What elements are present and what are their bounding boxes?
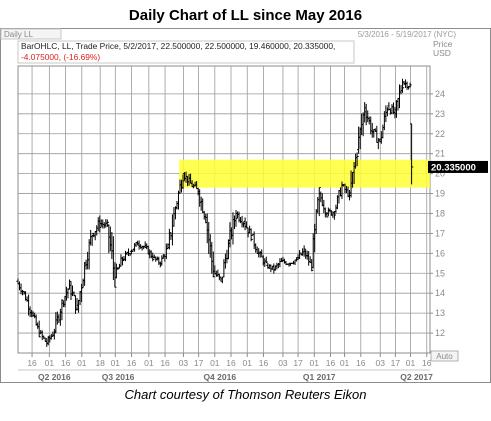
time-tick-label: 16	[27, 358, 37, 368]
plot-area[interactable]	[16, 65, 431, 354]
time-tick-label: 16	[259, 358, 269, 368]
last-price-tag	[428, 160, 488, 173]
time-tick-label: 01	[210, 358, 220, 368]
plot-background	[17, 65, 431, 354]
time-tick-label: 17	[194, 358, 204, 368]
ohlc-bar	[234, 209, 238, 227]
currency-label: USD	[433, 48, 451, 58]
price-tick-label: 16	[435, 248, 445, 258]
price-axis[interactable]: 12 13 14 15 16 17 18 19 20 21 22 23 24 20.335000	[428, 89, 488, 338]
chart-credit: Chart courtesy of Thomson Reuters Eikon	[124, 387, 367, 402]
ohlc-bar	[211, 251, 215, 278]
ohlc-bar	[249, 228, 253, 242]
time-tick-label: 03	[278, 358, 288, 368]
quarter-label: Q4 2016	[203, 372, 236, 382]
ohlc-bar	[37, 320, 41, 338]
quarter-label: Q3 2016	[102, 372, 135, 382]
price-tick-label: 17	[435, 228, 445, 238]
time-tick-label: 01	[340, 358, 350, 368]
time-tick-label: 01	[310, 358, 320, 368]
price-tick-label: 24	[435, 89, 445, 99]
time-tick-label: 01	[406, 358, 416, 368]
time-tick-label: 03	[376, 358, 386, 368]
price-chart: Daily LL 5/3/2016 - 5/19/2017 (NYC) BarO…	[0, 28, 491, 383]
ohlc-bar	[310, 259, 314, 272]
time-tick-label: 03	[179, 358, 189, 368]
time-tick-label: 16	[422, 358, 432, 368]
ohlc-bar	[408, 82, 412, 88]
price-tick-label: 18	[435, 208, 445, 218]
chart-title: Daily Chart of LL since May 2016	[128, 7, 363, 24]
time-tick-label: 16	[356, 358, 366, 368]
price-tick-label: 20	[435, 169, 445, 179]
ohlc-bar	[332, 211, 337, 220]
legend-main: BarOHLC, LL, Trade Price, 5/2/2017, 22.5…	[21, 41, 335, 51]
resistance-highlight-zone	[179, 159, 430, 188]
price-tick-label: 13	[435, 308, 445, 318]
price-tick-label: 19	[435, 189, 445, 199]
time-tick-label: 17	[391, 358, 401, 368]
time-axis[interactable]: 16 01 16 01 18 01 16 01 16 03 17 01 16 01 16 03 17 01 16 01…	[18, 353, 433, 382]
time-tick-label: 01	[111, 358, 121, 368]
quarter-label: Q2 2017	[400, 372, 433, 382]
quarter-label: Q1 2017	[303, 372, 336, 382]
price-tick-label: 23	[435, 109, 445, 119]
quarter-label: Q2 2016	[38, 372, 71, 382]
legend-box	[17, 40, 355, 64]
price-header: Price	[433, 39, 453, 49]
legend-change: -4.075000, (-16.69%)	[21, 52, 100, 62]
price-tick-label: 14	[435, 288, 445, 298]
ohlc-bar	[264, 256, 268, 264]
auto-scale-button[interactable]	[430, 350, 459, 362]
ohlc-bar	[113, 262, 117, 288]
time-tick-label: 16	[226, 358, 236, 368]
time-tick-label: 18	[95, 358, 105, 368]
price-tick-label: 15	[435, 268, 445, 278]
time-tick-label: 16	[127, 358, 137, 368]
ohlc-bar	[317, 187, 321, 217]
time-tick-label: 16	[160, 358, 170, 368]
time-tick-label: 01	[144, 358, 154, 368]
ohlc-bar	[355, 152, 359, 167]
panel-tab[interactable]	[0, 28, 62, 40]
panel-tab-label: Daily LL	[4, 30, 33, 39]
ohlc-bar	[410, 123, 414, 185]
last-price-label: 20.335000	[431, 162, 476, 173]
price-tick-label: 22	[435, 129, 445, 139]
ohlc-bar	[400, 78, 405, 93]
ohlc-bar	[181, 174, 185, 189]
time-tick-label: 16	[61, 358, 71, 368]
time-tick-label: 01	[243, 358, 253, 368]
time-tick-label: 01	[77, 358, 87, 368]
time-tick-label: 16	[326, 358, 336, 368]
ohlc-bar	[325, 211, 329, 218]
price-tick-label: 12	[435, 328, 445, 338]
ohlc-bar	[128, 252, 132, 257]
price-tick-label: 21	[435, 149, 445, 159]
auto-scale-label: Auto	[436, 352, 453, 361]
time-tick-label: 17	[293, 358, 303, 368]
date-range-label: 5/3/2016 - 5/19/2017 (NYC)	[358, 30, 457, 39]
time-tick-label: 01	[45, 358, 55, 368]
